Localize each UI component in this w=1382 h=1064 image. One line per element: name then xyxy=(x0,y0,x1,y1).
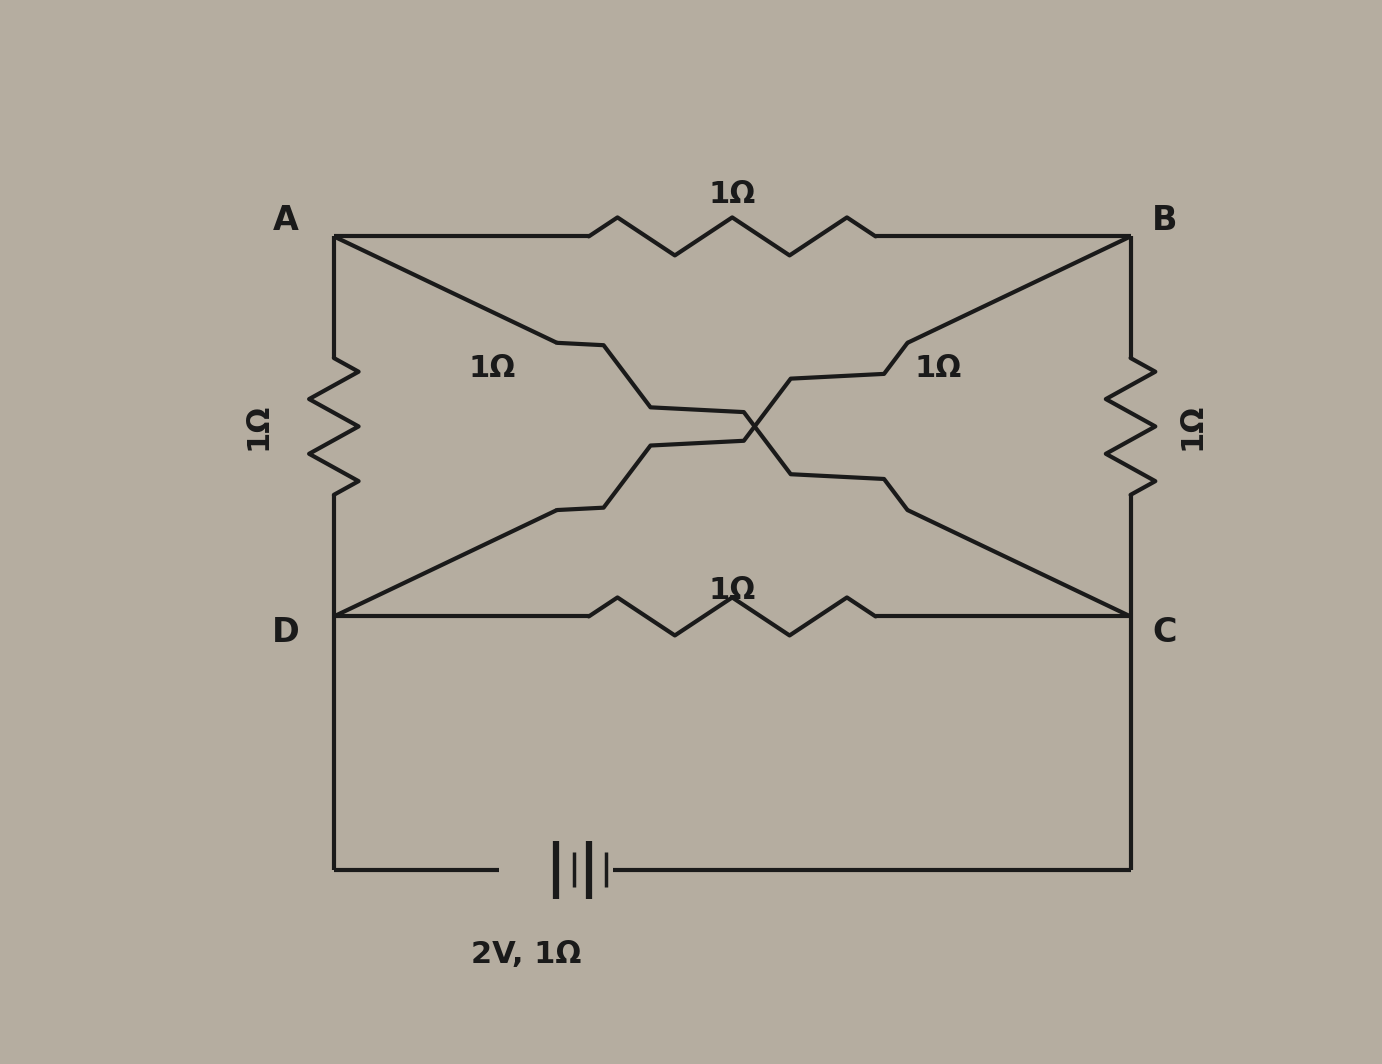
Text: 1Ω: 1Ω xyxy=(709,576,756,604)
Text: 1Ω: 1Ω xyxy=(915,354,962,383)
Text: 1Ω: 1Ω xyxy=(709,180,756,209)
Text: A: A xyxy=(272,204,299,237)
Text: B: B xyxy=(1153,204,1177,237)
Text: 1Ω: 1Ω xyxy=(468,354,515,383)
Text: 2V, 1Ω: 2V, 1Ω xyxy=(471,940,582,968)
Text: 1Ω: 1Ω xyxy=(243,403,272,450)
Text: D: D xyxy=(272,616,300,649)
Text: 1Ω: 1Ω xyxy=(1177,403,1206,450)
Text: C: C xyxy=(1153,616,1177,649)
